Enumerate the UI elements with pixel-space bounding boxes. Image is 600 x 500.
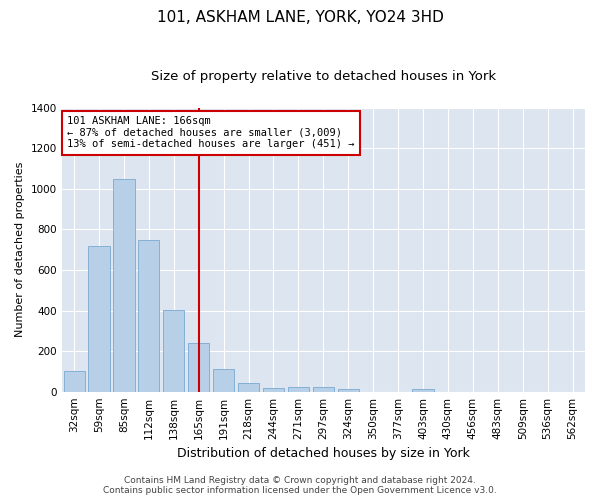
Text: Contains HM Land Registry data © Crown copyright and database right 2024.
Contai: Contains HM Land Registry data © Crown c… — [103, 476, 497, 495]
Bar — [288, 386, 309, 392]
Bar — [338, 388, 359, 392]
Bar — [113, 179, 134, 392]
Bar — [213, 370, 234, 392]
Text: 101 ASKHAM LANE: 166sqm
← 87% of detached houses are smaller (3,009)
13% of semi: 101 ASKHAM LANE: 166sqm ← 87% of detache… — [67, 116, 355, 150]
Title: Size of property relative to detached houses in York: Size of property relative to detached ho… — [151, 70, 496, 83]
Bar — [263, 388, 284, 392]
Text: 101, ASKHAM LANE, YORK, YO24 3HD: 101, ASKHAM LANE, YORK, YO24 3HD — [157, 10, 443, 25]
Y-axis label: Number of detached properties: Number of detached properties — [15, 162, 25, 338]
Bar — [64, 372, 85, 392]
Bar — [188, 343, 209, 392]
Bar — [88, 246, 110, 392]
X-axis label: Distribution of detached houses by size in York: Distribution of detached houses by size … — [177, 447, 470, 460]
Bar — [412, 388, 434, 392]
Bar — [163, 310, 184, 392]
Bar — [238, 382, 259, 392]
Bar — [313, 386, 334, 392]
Bar — [138, 240, 160, 392]
